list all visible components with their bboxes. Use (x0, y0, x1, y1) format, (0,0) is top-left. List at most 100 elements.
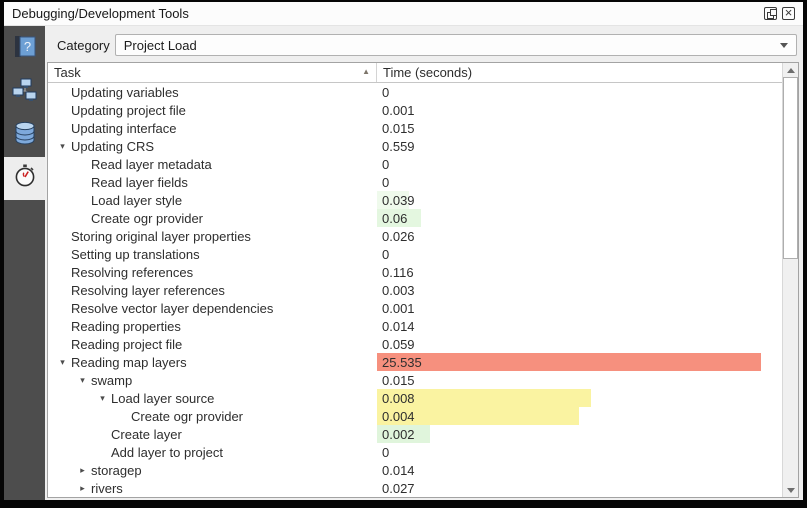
time-value: 0.015 (382, 372, 415, 388)
table-row[interactable]: Updating project file 0.001 (48, 101, 781, 119)
time-value: 0.004 (382, 408, 415, 424)
time-value: 0 (382, 84, 390, 100)
scrollbar-thumb[interactable] (783, 77, 798, 259)
expander-icon[interactable]: ▾ (100, 392, 105, 403)
time-value: 0.008 (382, 390, 415, 406)
time-value: 25.535 (382, 354, 422, 370)
devtools-panel: Debugging/Development Tools ? (4, 2, 803, 500)
table-row[interactable]: Updating variables 0 (48, 83, 781, 101)
table-row[interactable]: Updating interface 0.015 (48, 119, 781, 137)
category-label: Category (57, 37, 110, 53)
network-icon (12, 77, 38, 108)
time-value: 0.002 (382, 426, 415, 442)
svg-text:?: ? (23, 39, 30, 54)
expander-icon[interactable]: ▾ (60, 356, 65, 367)
scroll-up-icon[interactable] (783, 63, 798, 77)
category-selected-value: Project Load (123, 37, 197, 53)
time-bar (377, 389, 592, 407)
time-value: 0.015 (382, 120, 415, 136)
time-value: 0.026 (382, 228, 415, 244)
help-book-icon: ? (12, 34, 38, 65)
close-panel-icon[interactable] (782, 5, 795, 20)
table-row[interactable]: Resolving references 0.116 (48, 263, 781, 281)
table-row[interactable]: ▾ Reading map layers 25.535 (48, 353, 781, 371)
task-label: Add layer to project (111, 444, 224, 460)
task-label: rivers (91, 480, 123, 496)
float-panel-icon[interactable] (764, 7, 777, 20)
task-label: Updating project file (71, 102, 186, 118)
task-label: Resolve vector layer dependencies (71, 300, 274, 316)
task-label: swamp (91, 372, 133, 388)
table-row[interactable]: Create ogr provider 0.004 (48, 407, 781, 425)
table-row[interactable]: Storing original layer properties 0.026 (48, 227, 781, 245)
time-bar (377, 353, 761, 371)
time-value: 0.001 (382, 102, 415, 118)
task-label: Create ogr provider (91, 210, 203, 226)
time-value: 0.559 (382, 138, 415, 154)
time-value: 0.06 (382, 210, 408, 226)
sort-ascending-icon: ▲ (362, 67, 370, 76)
table-row[interactable]: ▾ Load layer source 0.008 (48, 389, 781, 407)
task-label: Reading properties (71, 318, 181, 334)
tab-query-logger[interactable] (4, 114, 45, 157)
time-bar (377, 407, 579, 425)
table-row[interactable]: Resolve vector layer dependencies 0.001 (48, 299, 781, 317)
time-bar (377, 191, 410, 209)
task-label: Resolving layer references (71, 282, 225, 298)
table-row[interactable]: Create ogr provider 0.06 (48, 209, 781, 227)
task-label: Read layer fields (91, 174, 188, 190)
task-label: Create layer (111, 426, 182, 442)
expander-icon[interactable]: ▸ (80, 464, 85, 475)
task-label: Updating CRS (71, 138, 155, 154)
vertical-scrollbar[interactable] (782, 63, 798, 497)
table-body: Updating variables 0 Updating project fi… (48, 83, 798, 497)
table-row[interactable]: ▾ Updating CRS 0.559 (48, 137, 781, 155)
table-row[interactable]: Load layer style 0.039 (48, 191, 781, 209)
table-row[interactable]: Resolving layer references 0.003 (48, 281, 781, 299)
tab-profiler[interactable] (4, 157, 45, 200)
category-select[interactable]: Project Load (114, 34, 797, 56)
table-row[interactable]: ▾ swamp 0.015 (48, 371, 781, 389)
stopwatch-icon (12, 163, 38, 194)
expander-icon[interactable]: ▸ (80, 482, 85, 493)
table-row[interactable]: Setting up translations 0 (48, 245, 781, 263)
panel-title: Debugging/Development Tools (12, 6, 189, 21)
table-row[interactable]: Reading properties 0.014 (48, 317, 781, 335)
scroll-down-icon[interactable] (783, 483, 798, 497)
table-row[interactable]: Read layer fields 0 (48, 173, 781, 191)
task-label: Resolving references (71, 264, 194, 280)
column-header-time[interactable]: Time (seconds) (383, 65, 473, 80)
time-bar (377, 425, 430, 443)
time-value: 0 (382, 156, 390, 172)
titlebar: Debugging/Development Tools (4, 2, 803, 26)
task-label: Storing original layer properties (71, 228, 251, 244)
table-row[interactable]: ▸ rivers 0.027 (48, 479, 781, 497)
task-label: storagep (91, 462, 142, 478)
table-row[interactable]: ▸ storagep 0.014 (48, 461, 781, 479)
task-label: Updating interface (71, 120, 177, 136)
task-label: Create ogr provider (131, 408, 243, 424)
expander-icon[interactable]: ▾ (60, 140, 65, 151)
task-label: Updating variables (71, 84, 179, 100)
category-row: Category Project Load (49, 32, 797, 58)
time-value: 0.014 (382, 318, 415, 334)
task-label: Read layer metadata (91, 156, 212, 172)
tab-network-logger[interactable] (4, 71, 45, 114)
chevron-down-icon (780, 42, 788, 48)
time-value: 0.059 (382, 336, 415, 352)
column-header-task[interactable]: Task ▲ (48, 63, 377, 82)
expander-icon[interactable]: ▾ (80, 374, 85, 385)
profiler-tree-table: Task ▲ Time (seconds) Updating variables… (47, 62, 799, 498)
table-row[interactable]: Reading project file 0.059 (48, 335, 781, 353)
table-row[interactable]: Create layer 0.002 (48, 425, 781, 443)
time-value: 0.001 (382, 300, 415, 316)
time-value: 0.116 (382, 264, 414, 280)
table-row[interactable]: Add layer to project 0 (48, 443, 781, 461)
time-value: 0 (382, 174, 390, 190)
time-value: 0.014 (382, 462, 415, 478)
time-value: 0.039 (382, 192, 415, 208)
time-value: 0 (382, 246, 390, 262)
task-label: Setting up translations (71, 246, 200, 262)
table-row[interactable]: Read layer metadata 0 (48, 155, 781, 173)
tab-help[interactable]: ? (4, 28, 45, 71)
